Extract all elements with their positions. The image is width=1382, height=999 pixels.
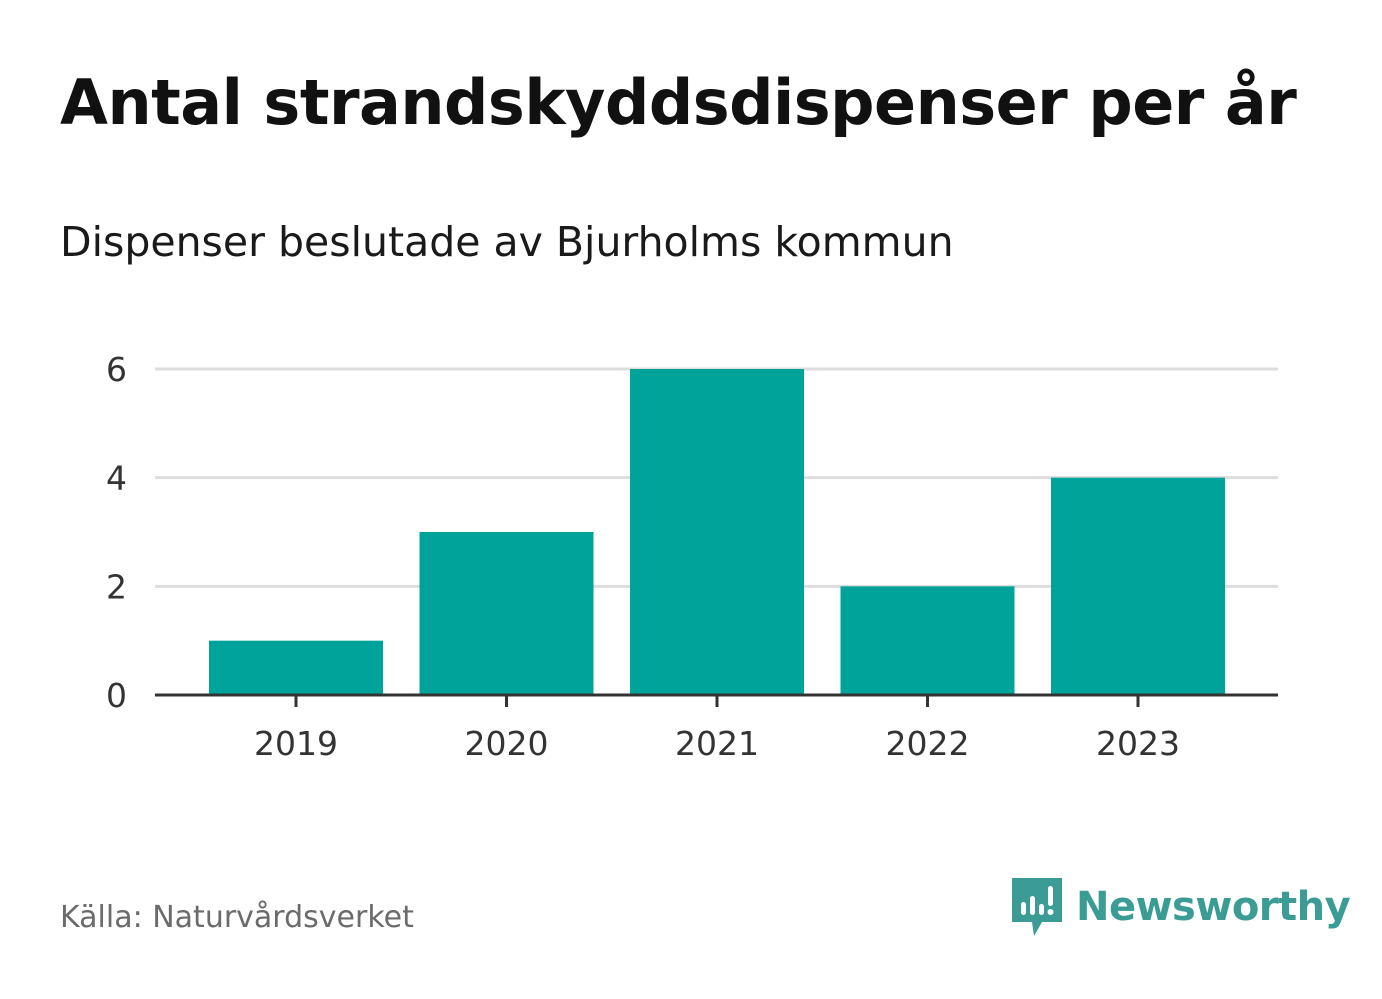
bar-2022 bbox=[840, 586, 1015, 695]
source-note: Källa: Naturvårdsverket bbox=[60, 900, 414, 935]
brand-logo: Newsworthy bbox=[1012, 878, 1351, 936]
chart-title: Antal strandskyddsdispenser per år bbox=[60, 66, 1297, 139]
chart-subtitle: Dispenser beslutade av Bjurholms kommun bbox=[60, 218, 954, 266]
y-tick-label-0: 0 bbox=[106, 676, 127, 715]
bar-2021 bbox=[630, 369, 804, 695]
x-tick-label-2019: 2019 bbox=[254, 724, 338, 763]
x-tick-label-2022: 2022 bbox=[886, 724, 970, 763]
x-tick-label-2023: 2023 bbox=[1096, 724, 1180, 763]
y-tick-label-4: 4 bbox=[106, 459, 127, 498]
x-tick-label-2020: 2020 bbox=[465, 724, 549, 763]
brand-name: Newsworthy bbox=[1076, 884, 1351, 930]
newsworthy-logo-icon bbox=[1012, 878, 1062, 936]
y-tick-label-2: 2 bbox=[106, 567, 127, 606]
x-tick-label-2021: 2021 bbox=[675, 724, 759, 763]
bar-2023 bbox=[1051, 477, 1225, 695]
bar-2019 bbox=[209, 640, 383, 695]
bar-2020 bbox=[419, 532, 594, 695]
y-tick-label-6: 6 bbox=[106, 350, 127, 389]
